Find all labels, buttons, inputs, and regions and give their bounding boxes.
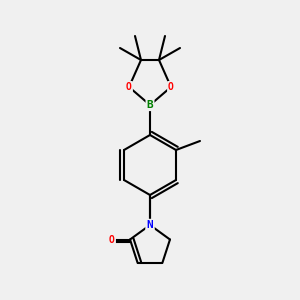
Text: O: O — [168, 82, 174, 92]
Text: B: B — [147, 100, 153, 110]
Text: N: N — [147, 220, 153, 230]
Text: N: N — [147, 220, 153, 230]
Text: O: O — [109, 235, 115, 244]
Text: O: O — [126, 82, 132, 92]
